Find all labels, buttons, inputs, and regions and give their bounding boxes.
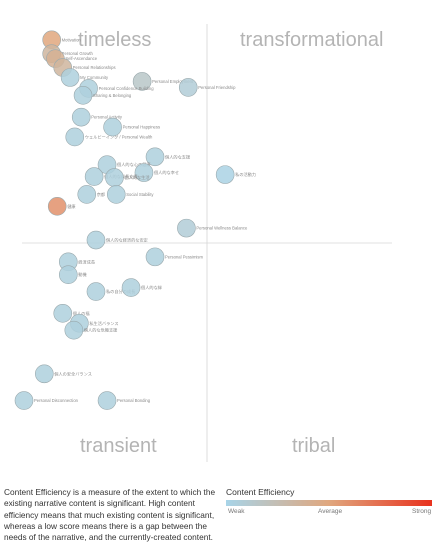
data-point-label: 個人的な支援 bbox=[165, 153, 191, 160]
data-point-bubble[interactable] bbox=[84, 167, 104, 186]
data-point-label: 個人的な絆 bbox=[141, 284, 162, 291]
bubble-chart: timeless transformational transient trib… bbox=[14, 24, 392, 462]
data-point-label: Personal Wellness Balance bbox=[196, 226, 248, 231]
data-point-label: 私生活バランス bbox=[89, 320, 118, 327]
data-point-bubble[interactable] bbox=[86, 282, 106, 301]
data-point-bubble[interactable] bbox=[132, 72, 152, 91]
content-efficiency-description: Content Efficiency is a measure of the e… bbox=[4, 487, 216, 543]
data-point-bubble[interactable] bbox=[105, 168, 124, 187]
data-point-label: Personal Relationships bbox=[73, 65, 116, 70]
data-point-label: Personal Confidence Building bbox=[99, 86, 155, 91]
data-point-label: 個人的な生活 bbox=[124, 174, 149, 181]
data-point-bubble[interactable] bbox=[64, 320, 84, 340]
data-point-bubble[interactable] bbox=[145, 247, 165, 267]
data-point-label: Personal Activity bbox=[91, 115, 123, 120]
quadrant-label-transformational: transformational bbox=[240, 29, 383, 51]
data-point-bubble[interactable] bbox=[177, 218, 196, 238]
data-point-bubble[interactable] bbox=[86, 230, 106, 250]
data-point-bubble[interactable] bbox=[178, 78, 198, 97]
data-point-label: Social Stability bbox=[126, 192, 154, 197]
data-point-label: 健康 bbox=[67, 203, 76, 210]
data-point-label: 経済成長 bbox=[78, 258, 96, 265]
data-point-label: 個人的な幸せ bbox=[154, 169, 179, 176]
data-point-bubble[interactable] bbox=[121, 278, 141, 297]
data-point-label: Personal Pessimism bbox=[165, 254, 203, 259]
data-point-label: Motivation bbox=[62, 37, 82, 42]
data-point-bubble[interactable] bbox=[73, 86, 93, 105]
data-point-label: 京都 bbox=[97, 191, 106, 198]
data-point-bubble[interactable] bbox=[106, 185, 126, 204]
data-point-label: 個人の福 bbox=[73, 310, 90, 317]
quadrant-label-tribal: tribal bbox=[292, 435, 335, 457]
data-point-label: 個人的な経済的な安定 bbox=[106, 237, 148, 244]
legend-strong-label: Strong bbox=[412, 508, 432, 515]
data-point-label: 個人の安全バランス bbox=[54, 370, 92, 377]
data-point-label: Personal Happiness bbox=[123, 125, 160, 130]
data-point-bubble[interactable] bbox=[14, 391, 34, 410]
data-point-label: Sharing & Belonging bbox=[93, 93, 132, 98]
data-point-label: Personal Friendship bbox=[198, 85, 236, 90]
data-point-label: ウェルビーイング / Personal Wealth bbox=[85, 133, 153, 140]
data-point-label: 私の活動力 bbox=[235, 171, 256, 178]
data-point-bubble[interactable] bbox=[134, 163, 154, 182]
data-point-bubble[interactable] bbox=[215, 165, 235, 184]
data-point-bubble[interactable] bbox=[58, 265, 78, 285]
data-point-bubble[interactable] bbox=[77, 185, 97, 204]
data-point-bubble[interactable] bbox=[103, 117, 122, 137]
quadrant-label-transient: transient bbox=[80, 435, 157, 457]
data-point-bubble[interactable] bbox=[60, 68, 80, 87]
data-point-label: 個人的な心の健康 bbox=[117, 161, 151, 168]
data-point-label: Personal Growth bbox=[62, 51, 94, 56]
data-point-bubble[interactable] bbox=[34, 364, 54, 384]
data-point-bubble[interactable] bbox=[53, 304, 73, 323]
data-point-bubble[interactable] bbox=[71, 107, 91, 127]
data-point-label: 個人的な危機支援 bbox=[84, 327, 118, 334]
data-point-label: Self-Ascendance bbox=[65, 56, 97, 61]
legend-title: Content Efficiency bbox=[226, 487, 295, 497]
data-point-bubble[interactable] bbox=[65, 127, 85, 147]
quadrant-label-timeless: timeless bbox=[78, 29, 151, 51]
data-point-label: Personal Disconnection bbox=[34, 398, 79, 403]
data-point-bubble[interactable] bbox=[145, 147, 165, 167]
data-point-label: My Community bbox=[80, 75, 109, 80]
legend-weak-label: Weak bbox=[228, 508, 245, 515]
legend-gradient-bar bbox=[226, 500, 432, 506]
data-point-label: Personal Employment bbox=[152, 79, 194, 84]
legend-average-label: Average bbox=[318, 508, 343, 515]
data-point-bubble[interactable] bbox=[47, 197, 67, 216]
data-point-label: 動機 bbox=[78, 271, 87, 278]
data-point-label: 私の自分の成長 bbox=[106, 288, 136, 295]
data-point-bubble[interactable] bbox=[97, 391, 117, 410]
data-point-label: Personal Bonding bbox=[117, 398, 151, 403]
legend: Content Efficiency Weak Average Strong bbox=[226, 487, 436, 518]
